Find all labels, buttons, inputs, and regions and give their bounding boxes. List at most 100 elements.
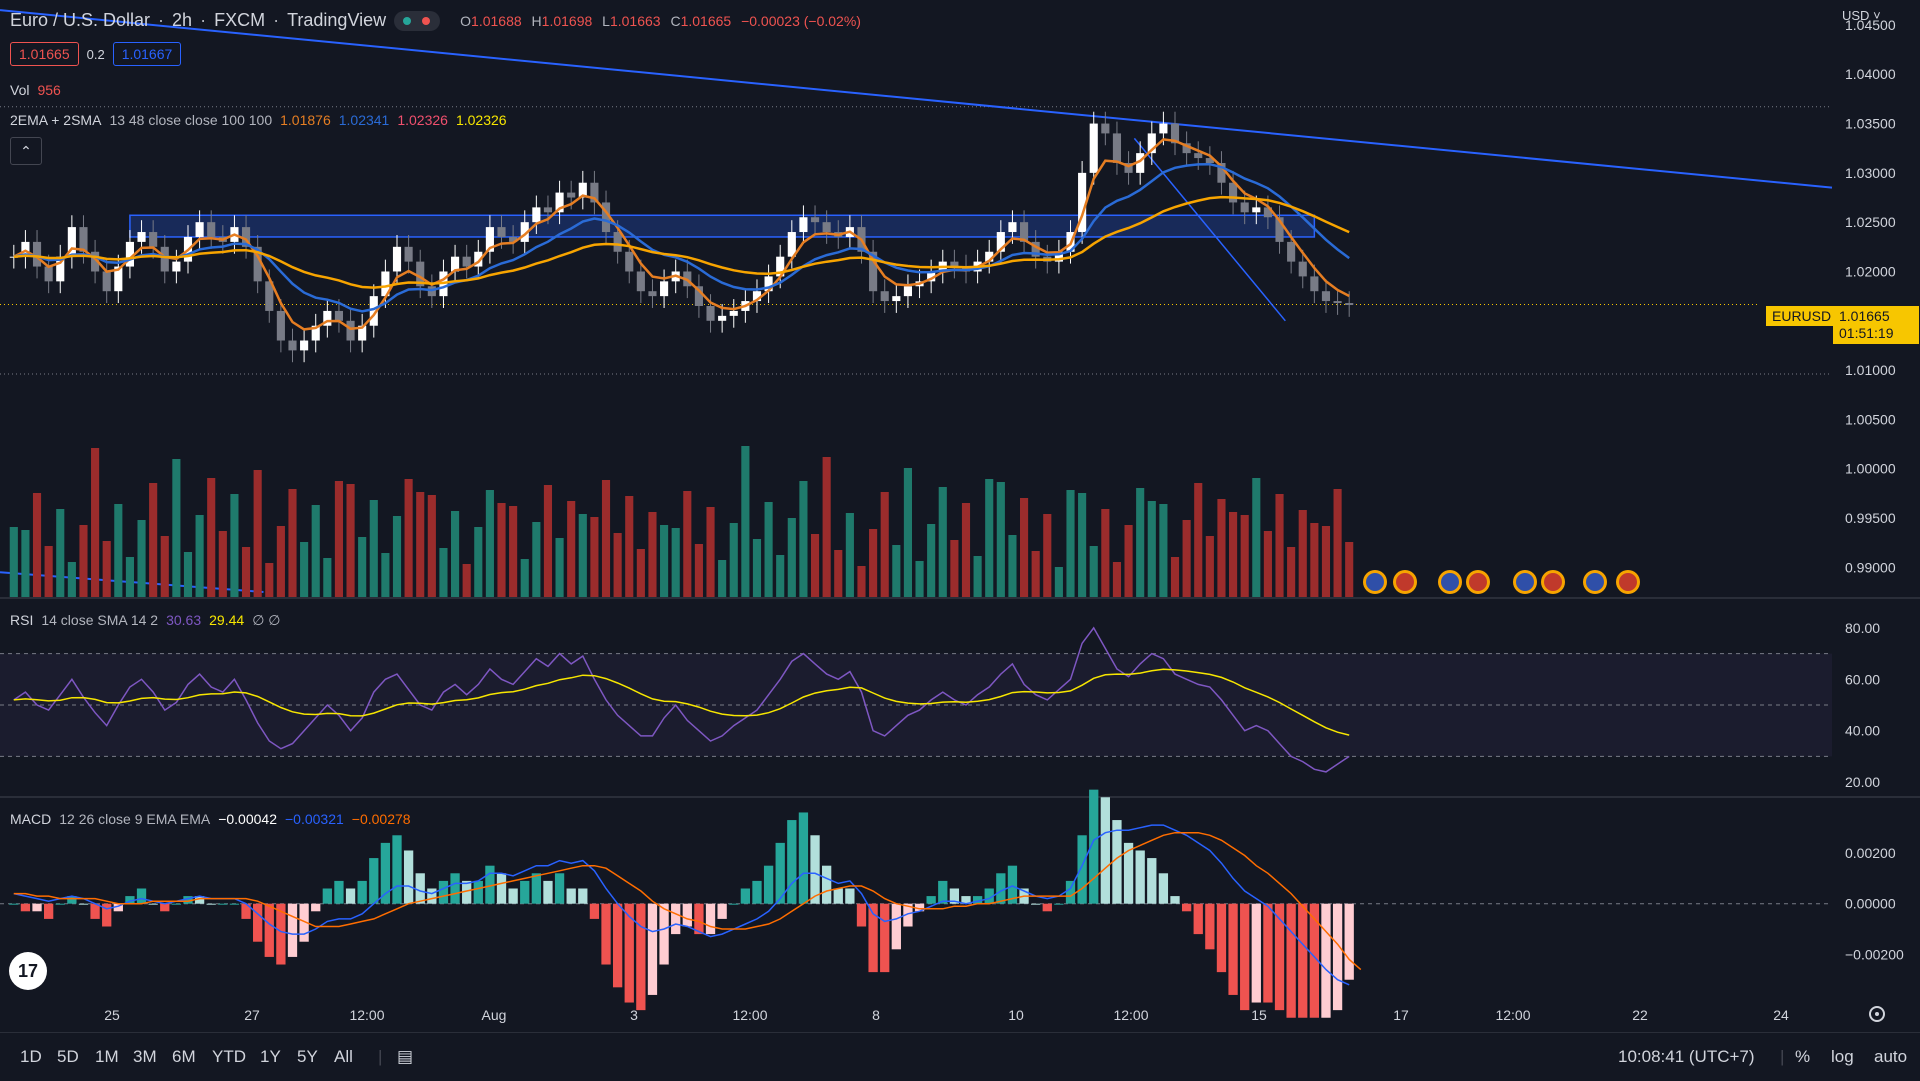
volume-bar xyxy=(787,518,796,597)
range-ytd[interactable]: YTD xyxy=(212,1047,246,1066)
currency-selector[interactable]: USD ˅ xyxy=(1842,8,1881,23)
volume-bar xyxy=(903,468,912,597)
sell-button[interactable]: 1.01665 xyxy=(10,42,79,66)
candle xyxy=(1333,301,1342,304)
candle xyxy=(1194,153,1203,159)
clock-label[interactable]: 10:08:41 (UTC+7) xyxy=(1618,1047,1755,1066)
candle xyxy=(1252,207,1261,213)
buy-button[interactable]: 1.01667 xyxy=(112,42,182,66)
candle xyxy=(1298,261,1307,277)
volume-bar xyxy=(334,481,344,597)
tradingview-logo-icon[interactable]: 17 xyxy=(9,952,47,990)
macd-histogram-bar xyxy=(508,888,518,904)
range-6m[interactable]: 6M xyxy=(172,1047,196,1066)
candle xyxy=(44,266,53,282)
time-axis-label: 17 xyxy=(1393,1007,1409,1023)
candle xyxy=(1205,158,1214,163)
candle xyxy=(416,261,425,287)
price-axis-label: 1.03500 xyxy=(1845,116,1896,132)
symbol-legend[interactable]: Euro / U.S. Dollar · 2h · FXCM · Trading… xyxy=(10,10,861,31)
candle xyxy=(160,246,169,272)
range-all[interactable]: All xyxy=(334,1047,353,1066)
candle xyxy=(985,251,994,262)
auto-toggle[interactable]: auto xyxy=(1874,1047,1908,1066)
macd-histogram-bar xyxy=(647,903,658,995)
collapse-legend-button[interactable]: ⌃ xyxy=(10,137,42,165)
candle xyxy=(9,256,18,258)
event-flag-icon xyxy=(1396,573,1414,591)
macd-histogram-bar xyxy=(531,873,541,904)
price-axis-label: 1.03000 xyxy=(1845,165,1896,181)
macd-histogram-bar xyxy=(90,903,100,919)
macd-histogram-bar xyxy=(996,873,1006,904)
candle xyxy=(590,182,599,203)
volume-bar xyxy=(1066,490,1075,597)
macd-histogram-bar xyxy=(380,842,391,904)
candle xyxy=(729,310,738,316)
volume-bar xyxy=(694,544,703,597)
volume-bar xyxy=(1170,557,1180,597)
rsi-legend[interactable]: RSI 14 close SMA 14 2 30.63 29.44 ∅ ∅ xyxy=(10,612,280,629)
price-axis-label: 1.02000 xyxy=(1845,263,1896,279)
range-5d[interactable]: 5D xyxy=(57,1047,79,1066)
volume-bar xyxy=(1205,536,1214,597)
symbol-name: Euro / U.S. Dollar xyxy=(10,10,151,30)
macd-histogram-bar xyxy=(206,903,216,905)
sma-100-line xyxy=(13,195,1350,289)
gear-icon[interactable] xyxy=(1869,1006,1885,1022)
market-status-icon[interactable] xyxy=(394,10,441,31)
range-3m[interactable]: 3M xyxy=(133,1047,157,1066)
macd-histogram-bar xyxy=(972,896,983,904)
macd-histogram-bar xyxy=(671,903,681,935)
volume-bar xyxy=(729,523,738,597)
macd-histogram-bar xyxy=(705,903,716,935)
calendar-compare-icon[interactable]: ▤ xyxy=(397,1047,414,1066)
macd-histogram-bar xyxy=(845,888,855,904)
macd-histogram-bar xyxy=(1077,835,1087,904)
volume-bar xyxy=(578,514,587,597)
macd-histogram-bar xyxy=(1216,903,1227,973)
time-axis-label: 3 xyxy=(630,1007,638,1023)
volume-bar xyxy=(822,457,831,597)
candle xyxy=(1089,123,1098,173)
range-1y[interactable]: 1Y xyxy=(260,1047,281,1066)
candle xyxy=(265,281,274,311)
volume-bar xyxy=(869,529,878,597)
event-flag-icon xyxy=(1619,573,1637,591)
macd-histogram-bar xyxy=(914,903,925,912)
volume-bar xyxy=(752,539,762,597)
rsi-params: 14 close SMA 14 2 xyxy=(41,612,159,628)
macd-legend[interactable]: MACD 12 26 close 9 EMA EMA −0.00042 −0.0… xyxy=(10,811,411,827)
candle xyxy=(21,241,30,257)
candle xyxy=(752,291,762,302)
volume-bar xyxy=(1217,499,1226,597)
macd-histogram-bar xyxy=(392,835,402,904)
ema-legend[interactable]: 2EMA + 2SMA 13 48 close close 100 100 1.… xyxy=(10,112,507,128)
candle xyxy=(660,281,669,297)
candle xyxy=(950,261,959,267)
macd-line xyxy=(13,824,1350,986)
candle xyxy=(300,340,309,351)
volume-bar xyxy=(1287,547,1296,597)
volume-bar xyxy=(1275,494,1284,597)
vol-value: 956 xyxy=(37,82,61,98)
percent-toggle[interactable]: % xyxy=(1795,1047,1811,1066)
range-5y[interactable]: 5Y xyxy=(297,1047,318,1066)
volume-bar xyxy=(1147,501,1156,597)
event-flag-icon xyxy=(1441,573,1459,591)
macd-histogram-bar xyxy=(1193,903,1203,935)
range-1d[interactable]: 1D xyxy=(20,1047,42,1066)
log-toggle[interactable]: log xyxy=(1831,1047,1854,1066)
macd-histogram-bar xyxy=(276,903,286,965)
macd-histogram-bar xyxy=(1007,865,1018,904)
chevron-down-icon: ˅ xyxy=(1873,8,1881,23)
macd-histogram-bar xyxy=(1181,903,1192,912)
candle xyxy=(323,310,332,326)
volume-legend[interactable]: Vol 956 xyxy=(10,82,61,98)
candle xyxy=(1182,143,1191,154)
time-axis-label: 12:00 xyxy=(1113,1007,1148,1023)
volume-bar xyxy=(950,540,959,597)
volume-bar xyxy=(183,552,193,597)
range-1m[interactable]: 1M xyxy=(95,1047,119,1066)
